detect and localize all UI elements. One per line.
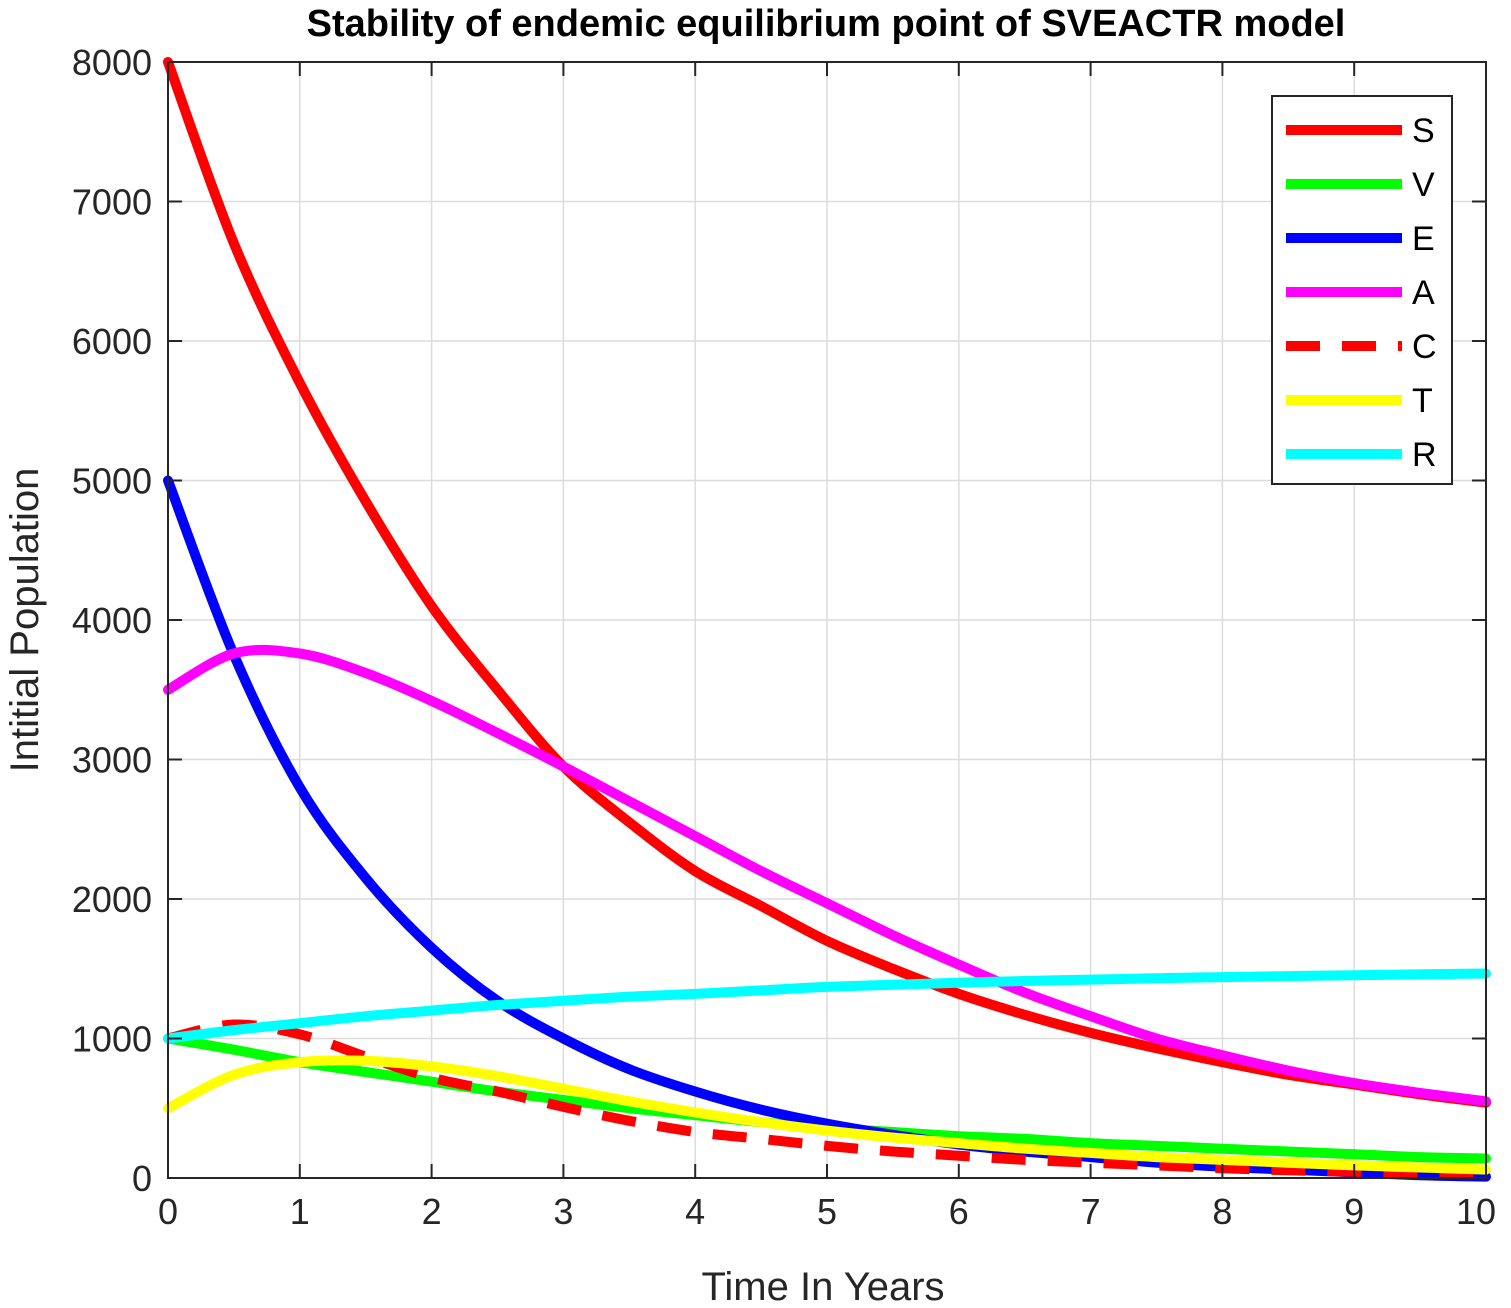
y-tick-label: 6000 [72,321,152,362]
x-axis-label: Time In Years [701,1265,944,1308]
legend-label-T: T [1412,382,1433,420]
x-tick-label: 3 [553,1191,573,1232]
y-tick-label: 2000 [72,879,152,920]
legend: SVEACTR [1271,95,1453,485]
series-line-S [163,57,1491,1108]
x-tick-label: 4 [685,1191,705,1232]
legend-label-V: V [1412,166,1435,204]
x-tick-label: 8 [1212,1191,1232,1232]
y-tick-label: 5000 [72,461,152,502]
legend-label-S: S [1412,112,1435,150]
x-tick-label: 9 [1344,1191,1364,1232]
series-lines [163,57,1491,1182]
x-tick-label: 6 [949,1191,969,1232]
series-line-A [163,644,1491,1107]
x-tick-label: 5 [817,1191,837,1232]
x-tick-label: 2 [422,1191,442,1232]
x-tick-label: 10 [1456,1191,1496,1232]
plot-area [163,57,1491,1182]
y-tick-label: 1000 [72,1019,152,1060]
axis-ticks [167,61,1487,1179]
x-tick-label: 1 [290,1191,310,1232]
y-axis-label: Intitial Population [3,468,47,773]
y-tick-label: 7000 [72,182,152,223]
x-tick-label: 7 [1081,1191,1101,1232]
series-line-T [163,1055,1491,1175]
y-tick-label: 8000 [72,42,152,83]
x-tick-labels: 0 1 2 3 4 5 6 7 8 9 10 [158,1191,1496,1232]
y-tick-label: 4000 [72,600,152,641]
legend-label-E: E [1412,220,1435,258]
legend-label-R: R [1412,436,1437,474]
chart-title: Stability of endemic equilibrium point o… [307,3,1346,45]
y-tick-label: 3000 [72,740,152,781]
legend-label-C: C [1412,328,1437,366]
y-tick-label: 0 [132,1158,152,1199]
series-line-R [163,968,1491,1044]
legend-label-A: A [1412,274,1435,312]
y-tick-labels: 0 1000 2000 3000 4000 5000 6000 7000 8000 [72,42,152,1199]
x-tick-label: 0 [158,1191,178,1232]
series-line-E [163,475,1491,1182]
